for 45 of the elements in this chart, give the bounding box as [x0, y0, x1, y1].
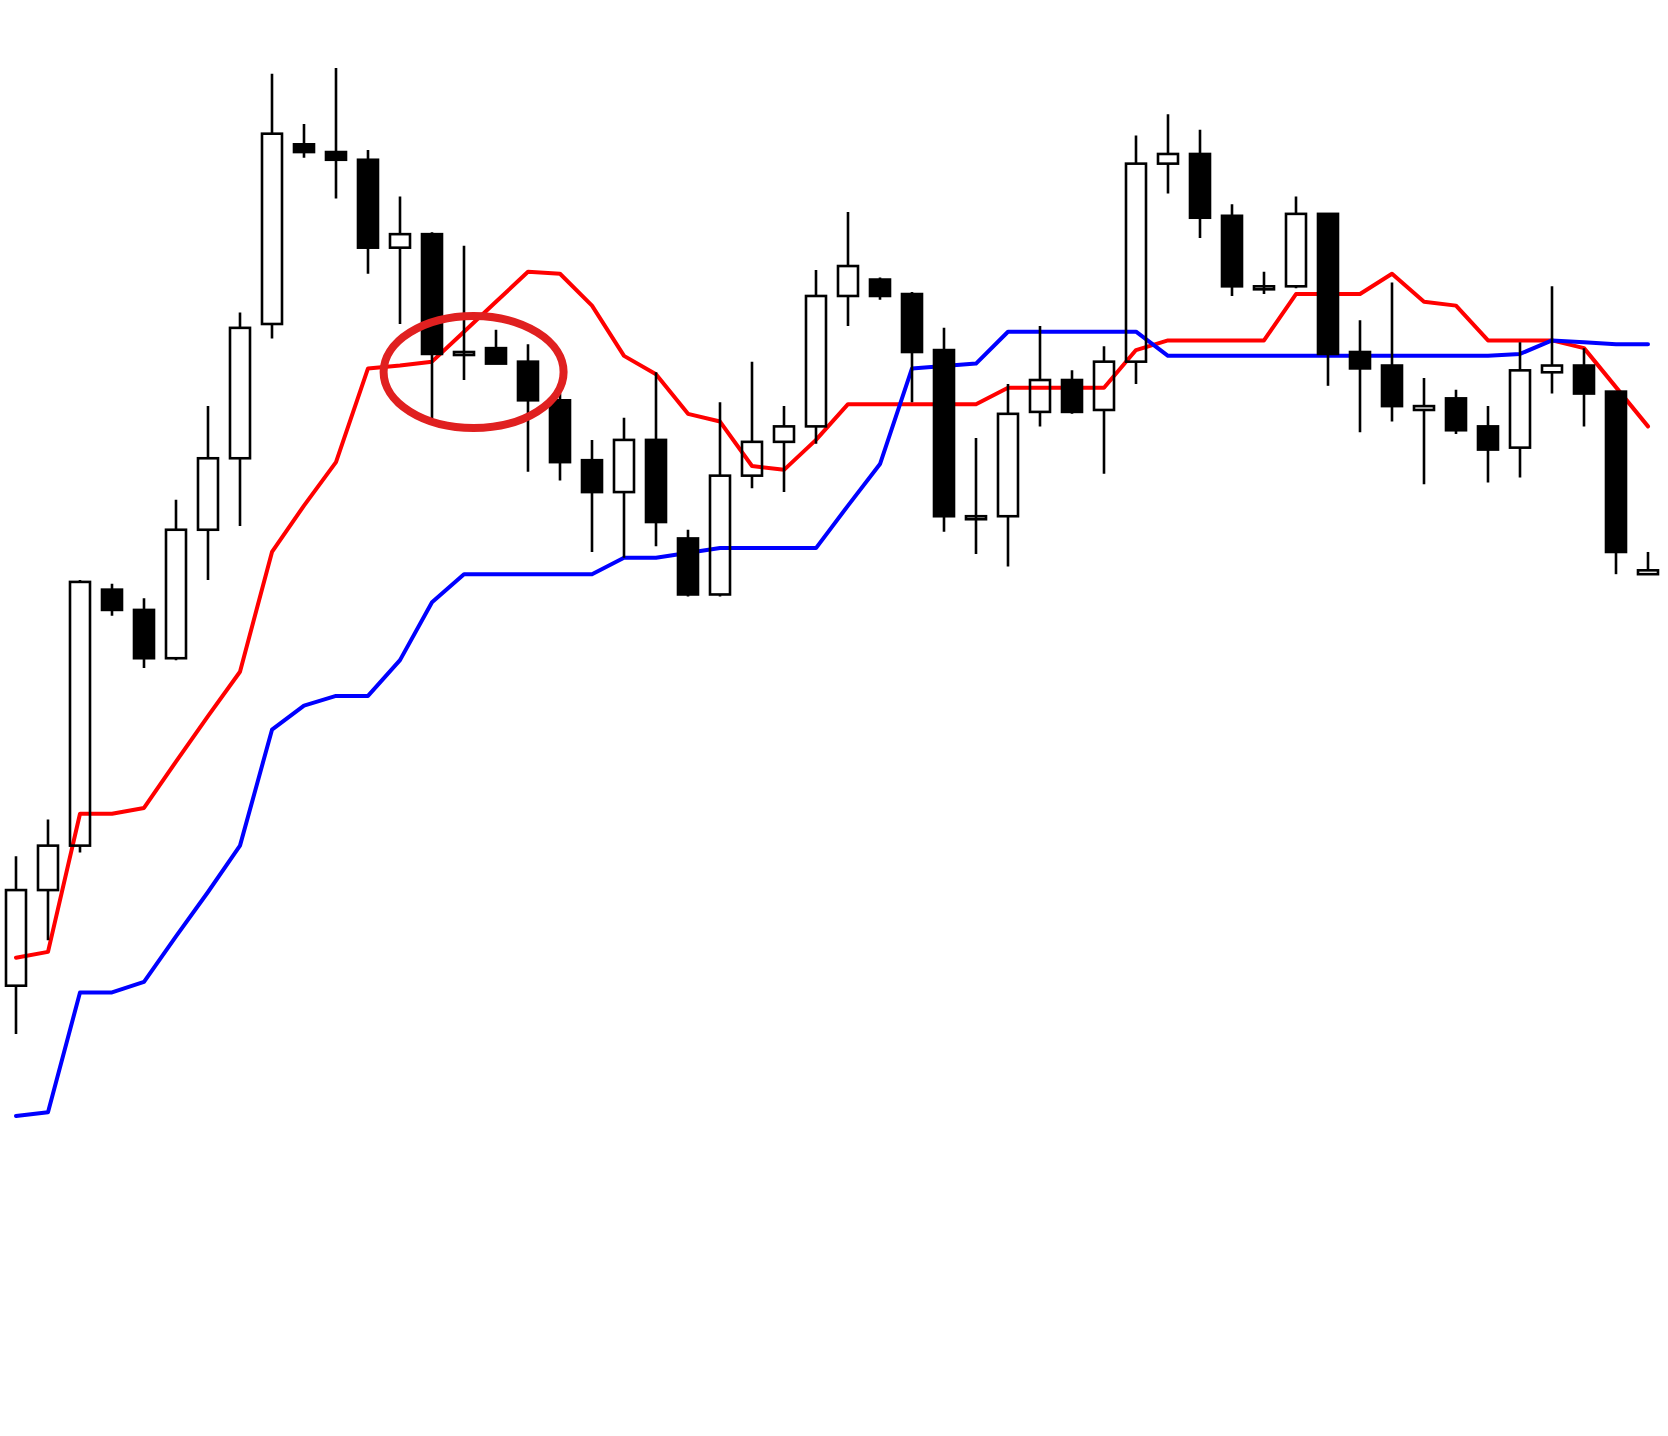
candlestick [612, 416, 636, 560]
candlestick [228, 311, 252, 528]
candlestick [420, 230, 444, 423]
candlestick [292, 122, 316, 160]
candlestick [1540, 285, 1564, 395]
candlestick [932, 326, 956, 533]
candlestick [708, 400, 732, 598]
candlestick [1188, 128, 1212, 240]
candlestick [548, 392, 572, 482]
candlestick [1316, 212, 1340, 388]
candlestick [356, 148, 380, 276]
candlestick [196, 404, 220, 582]
candlestick [1412, 376, 1436, 486]
candlestick [644, 370, 668, 548]
candlestick [1284, 195, 1308, 290]
candlestick [804, 268, 828, 446]
candlestick [1156, 113, 1180, 195]
candlestick [260, 72, 284, 340]
candlestick [1092, 344, 1116, 476]
candlestick [580, 438, 604, 554]
candlestick [1252, 270, 1276, 296]
candlestick [1572, 346, 1596, 428]
candlestick [1636, 550, 1660, 576]
candlestick [516, 342, 540, 474]
candlestick [1508, 341, 1532, 479]
candlestick [484, 328, 508, 365]
candlestick [324, 66, 348, 200]
candlestick [1124, 134, 1148, 386]
candlestick [388, 195, 412, 326]
candlestick [772, 404, 796, 494]
candlestick [1380, 281, 1404, 423]
candlestick [1348, 318, 1372, 434]
candlestick [164, 498, 188, 662]
candlestick [740, 360, 764, 490]
candlestick [36, 818, 60, 942]
candlestick [996, 382, 1020, 568]
candlestick [1028, 324, 1052, 428]
candlestick [452, 244, 476, 382]
candlestick [132, 597, 156, 670]
candlestick [836, 210, 860, 328]
candlestick [4, 854, 28, 1036]
candlestick [1220, 202, 1244, 298]
candlestick [964, 436, 988, 556]
candlestick [1476, 404, 1500, 484]
candlestick [900, 290, 924, 404]
